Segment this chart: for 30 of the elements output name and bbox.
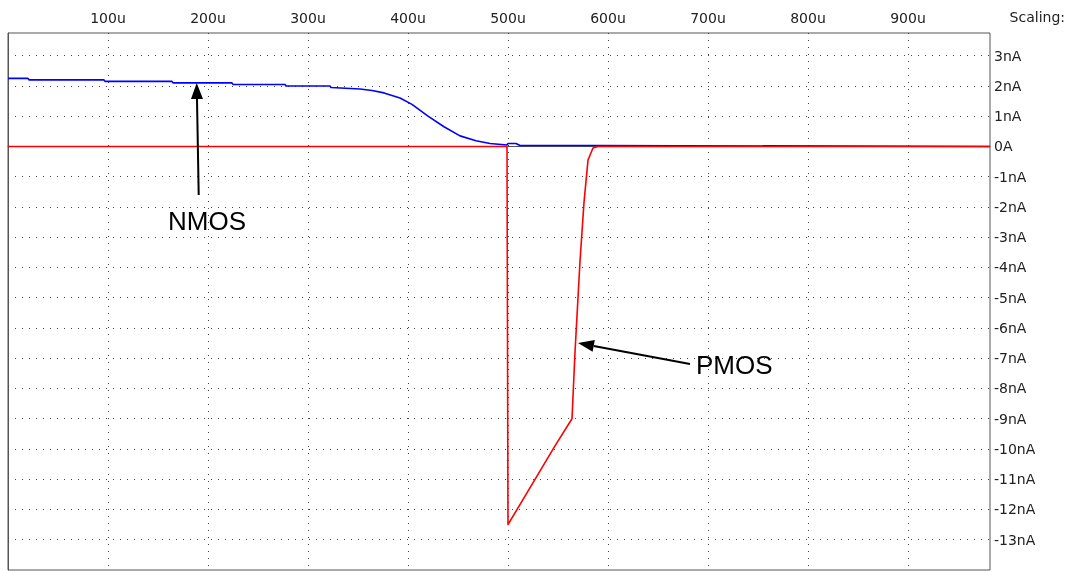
y-tick-label: 3nA [994,47,1022,64]
y-tick-label: -6nA [994,319,1027,336]
x-tick-label: 500u [490,10,526,26]
x-tick-label: 300u [290,10,326,26]
x-tick-label: 100u [90,10,126,26]
y-tick-label: 0A [994,138,1013,155]
y-tick-label: -1nA [994,168,1027,185]
x-tick-label: 200u [190,10,226,26]
y-tick-label: -13nA [994,531,1036,548]
x-tick-label: 900u [890,10,926,26]
x-tick-label: 800u [790,10,826,26]
y-tick-label: 2nA [994,77,1022,94]
y-tick-label: -11nA [994,471,1036,488]
y-tick-label: -4nA [994,259,1027,276]
y-tick-label: -12nA [994,501,1036,518]
y-tick-label: -8nA [994,380,1027,397]
y-tick-label: -7nA [994,350,1027,367]
line-series [7,145,991,526]
annotation: PMOS [696,350,773,381]
y-tick-label: -10nA [994,440,1036,457]
x-tick-label: 400u [390,10,426,26]
x-tick-label: 600u [590,10,626,26]
y-tick-label: -2nA [994,198,1027,215]
y-tick-label: -9nA [994,410,1027,427]
y-tick-label: -5nA [994,289,1027,306]
annotation: NMOS [168,206,246,237]
x-tick-label: 700u [690,10,726,26]
y-tick-label: 1nA [994,108,1022,125]
y-tick-label: -3nA [994,229,1027,246]
text: Scaling: [1009,9,1065,25]
